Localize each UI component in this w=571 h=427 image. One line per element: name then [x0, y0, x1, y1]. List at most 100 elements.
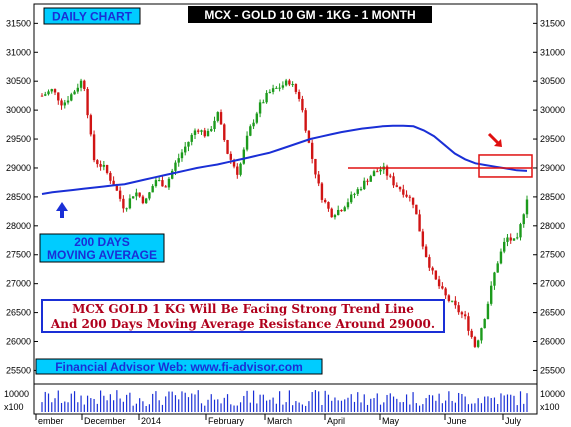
y-tick-label-right: 26500 — [540, 308, 565, 318]
candle-body — [460, 312, 464, 315]
candle-body — [411, 197, 415, 205]
candle-body — [463, 314, 467, 317]
candle-body — [164, 186, 167, 188]
candle-body — [437, 279, 441, 287]
candle-body — [144, 198, 148, 204]
candle-body — [457, 305, 460, 313]
x-tick-label: December — [84, 416, 126, 426]
candle-body — [268, 91, 272, 93]
candle-body — [314, 158, 317, 175]
candle-body — [346, 202, 350, 208]
y-tick-label-left: 26000 — [6, 337, 31, 347]
candle-body — [483, 319, 486, 329]
candle-body — [493, 272, 496, 286]
candle-body — [516, 237, 519, 239]
y-tick-label-right: 28000 — [540, 221, 565, 231]
candle-body — [112, 180, 115, 186]
y-tick-label-left: 25500 — [6, 365, 31, 375]
candle-body — [337, 209, 340, 216]
candle-body — [402, 189, 405, 195]
candle-body — [44, 94, 47, 96]
candle-body — [301, 98, 304, 111]
candle-body — [434, 270, 438, 280]
candle-body — [219, 112, 223, 125]
x-axis: ember December 2014 February March April May Ju… — [35, 414, 522, 426]
red-arrow-icon — [487, 132, 502, 147]
candle-body — [190, 134, 193, 142]
y-tick-label-right: 27000 — [540, 279, 565, 289]
candle-body — [327, 202, 330, 209]
volume-tick-left: 10000 — [4, 389, 29, 399]
candle-body — [255, 113, 259, 123]
y-tick-label-left: 28000 — [6, 221, 31, 231]
candle-body — [184, 146, 187, 153]
footer-bg — [35, 358, 323, 375]
volume-bars — [41, 390, 528, 412]
y-tick-label-right: 31000 — [540, 47, 565, 57]
candle-body — [157, 180, 161, 182]
candle-body — [53, 89, 57, 93]
candle-body — [193, 130, 197, 135]
candle-body — [525, 199, 529, 215]
x-tick-label: June — [447, 416, 467, 426]
title-bg — [188, 6, 432, 23]
candle-body — [320, 183, 324, 200]
candle-body — [151, 186, 154, 193]
candle-body — [509, 237, 512, 241]
x-tick-label: 2014 — [141, 416, 161, 426]
candle-body — [359, 189, 363, 191]
y-tick-label-right: 26000 — [540, 337, 565, 347]
candle-body — [216, 112, 219, 121]
candle-body — [50, 89, 53, 92]
x-tick-label: July — [505, 416, 522, 426]
candle-body — [330, 208, 333, 218]
y-axis-left: 25500 26000 26500 27000 27500 28000 28500 29000… — [6, 18, 38, 375]
candle-body — [304, 110, 307, 131]
y-tick-label-right: 27500 — [540, 250, 565, 260]
y-tick-label-left: 31000 — [6, 47, 31, 57]
candle-body — [60, 100, 63, 106]
candle-body — [187, 141, 190, 147]
candle-body — [447, 295, 451, 301]
candle-body — [102, 164, 106, 167]
candle-body — [86, 88, 89, 116]
y-tick-label-left: 31500 — [6, 18, 31, 28]
candle-body — [203, 130, 206, 137]
y-tick-label-left: 27500 — [6, 250, 31, 260]
volume-unit-left: x100 — [4, 402, 24, 412]
candlesticks — [40, 78, 529, 349]
candle-body — [99, 164, 102, 167]
candle-body — [310, 142, 314, 159]
candle-body — [265, 92, 268, 103]
candle-body — [480, 328, 483, 341]
candle-body — [297, 91, 301, 99]
x-tick-label: May — [382, 416, 400, 426]
candle-body — [236, 166, 239, 175]
chart-title: MCX - GOLD 10 GM - 1KG - 1 MONTH — [204, 8, 415, 22]
ma-label-line1: 200 DAYS — [74, 235, 130, 249]
candle-body — [229, 153, 232, 160]
candle-body — [288, 80, 291, 85]
candle-body — [232, 159, 236, 167]
candle-body — [340, 209, 343, 212]
candle-body — [96, 160, 99, 165]
candle-body — [135, 192, 138, 197]
candle-body — [506, 237, 509, 242]
candle-body — [223, 124, 226, 141]
candle-body — [372, 171, 376, 177]
candle-body — [249, 126, 252, 136]
candle-body — [467, 316, 470, 331]
candle-body — [366, 180, 369, 182]
y-tick-label-right: 30500 — [540, 76, 565, 86]
y-tick-label-right: 29500 — [540, 134, 565, 144]
candle-body — [291, 84, 294, 86]
x-tick-label: March — [267, 416, 292, 426]
candle-body — [141, 196, 145, 204]
y-tick-label-left: 30500 — [6, 76, 31, 86]
chart-frame — [33, 3, 538, 415]
candle-body — [138, 192, 141, 197]
candle-body — [395, 185, 398, 187]
candle-body — [197, 130, 200, 132]
candle-body — [408, 196, 412, 198]
candle-body — [333, 215, 337, 218]
